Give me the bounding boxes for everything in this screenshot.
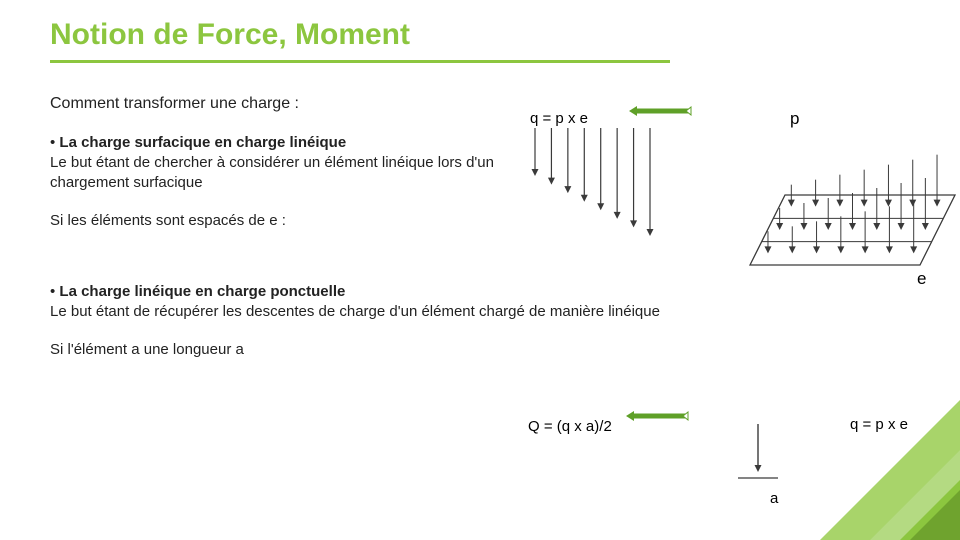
corner-decoration xyxy=(760,340,960,540)
formula-q: q = p x e xyxy=(530,110,588,127)
label-e: e xyxy=(917,269,926,289)
label-p: p xyxy=(790,109,799,129)
page-title: Notion de Force, Moment xyxy=(0,0,960,52)
label-qpe-right: q = p x e xyxy=(850,416,908,433)
formula-Q: Q = (q x a)/2 xyxy=(528,418,612,435)
section-1-tail: Si les éléments sont espacés de e : xyxy=(50,211,910,231)
section-2-tail: Si l'élément a une longueur a xyxy=(50,340,910,360)
label-a: a xyxy=(770,490,778,507)
section-2: • La charge linéique en charge ponctuell… xyxy=(50,282,690,323)
section-1: • La charge surfacique en charge linéiqu… xyxy=(50,133,530,194)
subheading: Comment transformer une charge : xyxy=(50,93,910,115)
